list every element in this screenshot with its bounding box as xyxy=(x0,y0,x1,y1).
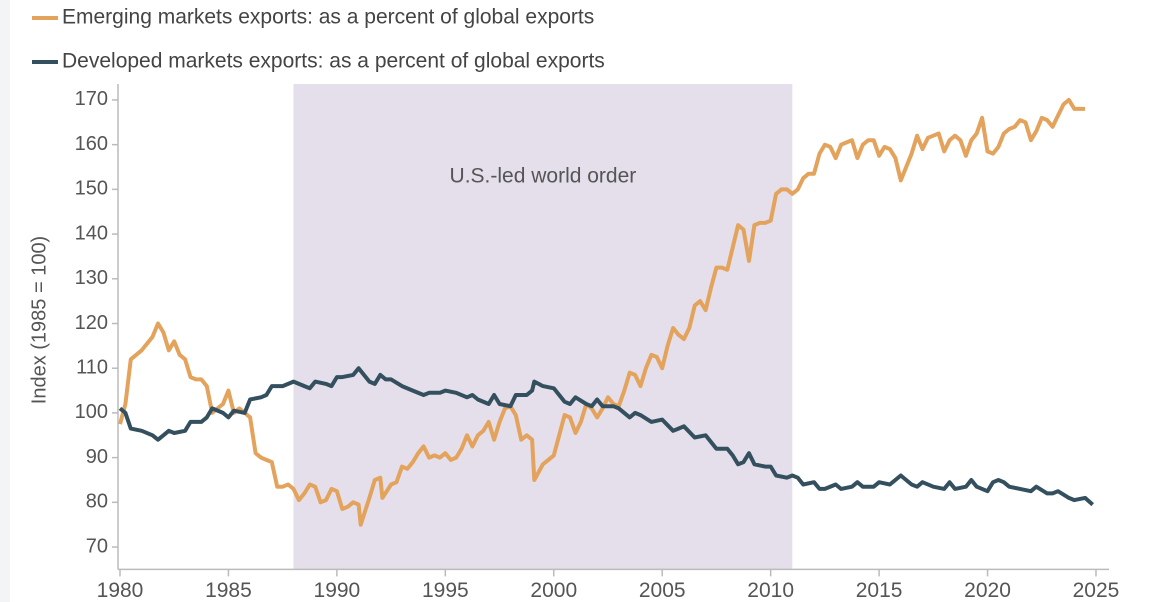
shaded-region xyxy=(293,84,793,570)
legend-label: Developed markets exports: as a percent … xyxy=(62,50,605,73)
y-tick-label: 170 xyxy=(75,88,108,110)
x-tick-label: 2010 xyxy=(747,579,794,602)
x-tick-label: 2000 xyxy=(530,579,577,602)
series-line xyxy=(118,366,1095,507)
y-tick-label: 150 xyxy=(75,178,108,200)
series-line xyxy=(118,97,1086,527)
x-tick-label: 2015 xyxy=(856,579,903,602)
region-label: U.S.-led world order xyxy=(450,165,637,188)
y-tick-label: 160 xyxy=(75,133,108,155)
x-tick-label: 1980 xyxy=(97,579,144,602)
y-tick-label: 130 xyxy=(75,267,108,289)
x-tick-label: 2020 xyxy=(964,579,1011,602)
y-tick-label: 100 xyxy=(75,401,108,423)
x-tick-label: 2005 xyxy=(639,579,686,602)
y-tick-label: 80 xyxy=(86,491,108,513)
y-axis-label: Index (1985 = 100) xyxy=(28,236,50,404)
x-tick-label: 1990 xyxy=(314,579,361,602)
y-tick-label: 110 xyxy=(76,356,108,378)
y-tick-label: 90 xyxy=(86,446,108,468)
y-tick-label: 140 xyxy=(75,222,108,244)
x-tick-label: 2025 xyxy=(1073,579,1120,602)
x-tick-label: 1985 xyxy=(205,579,252,602)
y-tick-label: 120 xyxy=(75,312,108,334)
y-tick-label: 70 xyxy=(86,535,108,557)
x-tick-label: 1995 xyxy=(422,579,469,602)
legend-label: Emerging markets exports: as a percent o… xyxy=(62,6,594,29)
side-strip xyxy=(0,0,10,602)
